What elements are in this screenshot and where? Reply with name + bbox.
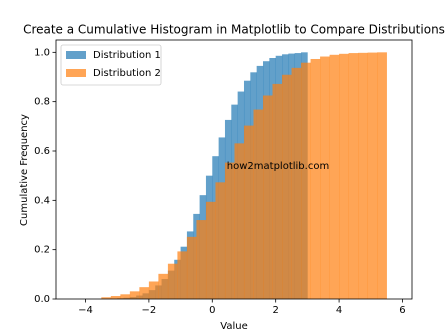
histogram-bar — [196, 220, 207, 299]
y-tick-label: 0.6 — [34, 146, 50, 157]
plot-frame — [55, 39, 413, 300]
histogram-bar — [148, 281, 159, 299]
histogram-bar — [186, 236, 197, 299]
histogram-bar — [167, 263, 178, 299]
histogram-bar — [339, 53, 349, 300]
histogram-bar — [129, 291, 140, 299]
legend-swatch — [66, 69, 86, 77]
y-axis-label: Cumulative Frequency — [19, 114, 30, 226]
histogram-bar — [320, 56, 330, 299]
histogram-bar — [291, 67, 302, 299]
y-tick-label: 0.8 — [34, 97, 50, 108]
histogram-bar — [110, 296, 121, 299]
legend-label: Distribution 2 — [93, 68, 161, 79]
histogram-bar — [158, 273, 169, 299]
histogram-bar — [263, 95, 273, 299]
histogram-bar — [358, 52, 368, 300]
histogram-bar — [224, 162, 235, 299]
histogram-bar — [329, 54, 340, 299]
x-tick-label: 0 — [209, 305, 215, 316]
histogram-bar — [272, 83, 283, 299]
histogram-bar — [282, 74, 292, 299]
y-tick-label: 1.0 — [34, 47, 50, 58]
histogram-bar — [101, 297, 112, 299]
x-tick-label: −2 — [142, 305, 157, 316]
histogram-bar — [234, 143, 245, 299]
x-tick-label: −4 — [78, 305, 93, 316]
y-tick-label: 0.4 — [34, 195, 50, 206]
histogram-bar — [367, 52, 378, 299]
histogram-bar — [139, 287, 150, 299]
x-axis-label: Value — [220, 321, 247, 332]
legend-swatch — [66, 51, 86, 59]
legend-label: Distribution 1 — [93, 50, 161, 61]
chart-title: Create a Cumulative Histogram in Matplot… — [23, 23, 445, 37]
histogram-bar — [243, 125, 254, 300]
histogram-bar — [253, 109, 264, 299]
y-tick-label: 0.2 — [34, 245, 50, 256]
x-tick-label: 2 — [272, 305, 278, 316]
histogram-bar — [301, 62, 311, 300]
histogram-bar — [310, 58, 321, 299]
histogram-bar — [177, 251, 188, 299]
histogram-bar — [348, 53, 359, 299]
y-tick-label: 0.0 — [34, 294, 50, 305]
histogram-bar — [120, 294, 131, 299]
x-tick-label: 4 — [336, 305, 342, 316]
histogram-bar — [215, 182, 226, 299]
histogram-bar — [205, 201, 216, 299]
x-tick-label: 6 — [399, 305, 405, 316]
annotation: how2matplotlib.com — [227, 161, 329, 172]
histogram-bar — [377, 52, 387, 300]
